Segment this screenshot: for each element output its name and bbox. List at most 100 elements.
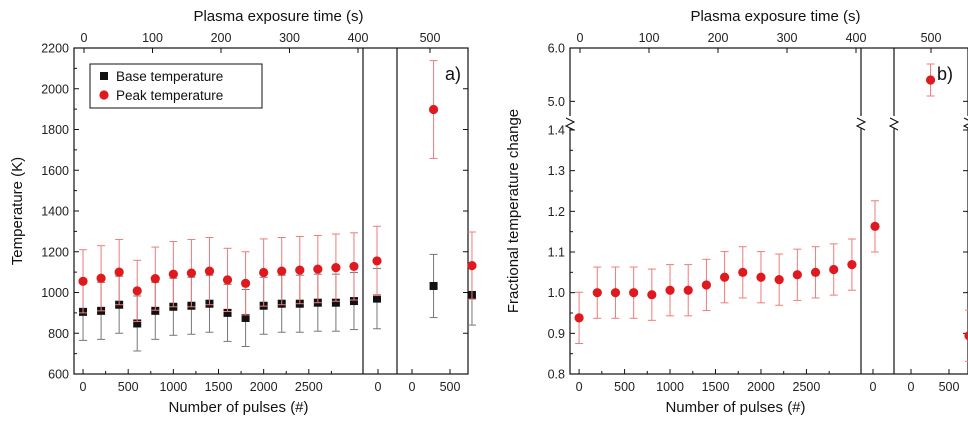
- x-tick-label-break: 0: [375, 380, 382, 394]
- y-tick-label: 1400: [41, 205, 69, 219]
- x-tick-label: 1000: [656, 380, 684, 394]
- y-tick-label: 2200: [41, 42, 69, 56]
- x2-tick-label: 300: [777, 31, 798, 45]
- data-point-circle: [295, 265, 305, 275]
- y-tick-label: 0.9: [548, 327, 565, 341]
- y-tick-label: 1.1: [548, 246, 565, 260]
- x-tick-label: 1500: [205, 380, 233, 394]
- x2-tick-label: 0: [577, 31, 584, 45]
- data-point-circle: [647, 290, 657, 300]
- y-tick-label: 1200: [41, 245, 69, 259]
- data-point-circle: [964, 331, 968, 341]
- panel-label: b): [937, 64, 953, 84]
- data-point-circle: [204, 266, 215, 276]
- data-point-circle: [222, 275, 233, 285]
- data-point-circle: [114, 267, 124, 277]
- data-point-circle: [665, 285, 675, 295]
- data-point-circle: [925, 75, 936, 85]
- y-tick-label: 800: [48, 327, 69, 341]
- data-point-circle: [277, 266, 287, 276]
- x-tick-label-break: 500: [939, 380, 960, 394]
- x2-tick-label-break: 500: [921, 31, 942, 45]
- y-tick-label: 0.8: [548, 368, 565, 382]
- legend-label: Peak temperature: [116, 88, 223, 103]
- data-point-circle: [683, 285, 693, 295]
- y-break-mark: [888, 117, 900, 131]
- data-point-circle: [738, 267, 748, 277]
- plot-frame: [569, 47, 968, 375]
- x2-tick-label: 0: [81, 31, 88, 45]
- x-tick-label: 1500: [702, 380, 730, 394]
- y-tick-label: 2000: [41, 82, 69, 96]
- data-point-circle: [168, 269, 178, 279]
- x-tick-label: 500: [118, 380, 139, 394]
- y-tick-label: 6.0: [548, 42, 565, 56]
- y-tick-label: 1800: [41, 123, 69, 137]
- data-point-square: [429, 281, 438, 290]
- y-tick-label: 5.0: [548, 95, 565, 109]
- x2-tick-label: 100: [639, 31, 660, 45]
- y-axis-title: Temperature (K): [9, 157, 26, 265]
- data-point-circle: [428, 104, 439, 115]
- data-point-circle: [372, 256, 382, 266]
- data-point-square: [133, 319, 142, 328]
- data-point-square: [349, 297, 358, 306]
- data-point-square: [373, 294, 381, 303]
- x2-axis-title: Plasma exposure time (s): [193, 8, 363, 25]
- data-point-circle: [610, 288, 621, 298]
- data-point-circle: [150, 274, 160, 284]
- x-tick-label: 0: [576, 380, 583, 394]
- y-tick-label: 600: [48, 368, 69, 382]
- data-point-circle: [701, 280, 712, 290]
- data-point-square: [151, 306, 160, 315]
- data-point-circle: [629, 288, 639, 298]
- y-tick-label: 1.2: [548, 205, 565, 219]
- y-break-gap: [564, 116, 968, 128]
- data-point-circle: [810, 267, 821, 277]
- y-tick-label: 1600: [41, 164, 69, 178]
- y-tick-label: 1.4: [548, 124, 565, 138]
- x2-tick-label: 400: [348, 31, 369, 45]
- x-tick-label: 0: [80, 380, 87, 394]
- legend-marker-square: [100, 72, 108, 80]
- x-tick-label: 1000: [159, 380, 187, 394]
- x2-tick-label: 200: [708, 31, 729, 45]
- x-tick-label: 2500: [295, 380, 323, 394]
- data-point-circle: [574, 313, 584, 323]
- data-point-circle: [592, 288, 602, 298]
- data-point-circle: [870, 221, 880, 231]
- legend-box: [89, 63, 263, 109]
- data-point-square: [331, 298, 340, 307]
- x2-tick-label: 100: [142, 31, 163, 45]
- data-point-circle: [96, 273, 106, 283]
- x-axis-title: Number of pulses (#): [665, 399, 805, 416]
- data-point-circle: [78, 276, 88, 286]
- x-axis-title: Number of pulses (#): [168, 399, 308, 416]
- panel-label: a): [445, 64, 461, 84]
- y-axis-title: Fractional temperature change: [505, 109, 522, 313]
- y-break-mark: [564, 117, 576, 131]
- data-point-circle: [313, 264, 323, 274]
- data-point-circle: [240, 278, 251, 288]
- data-point-circle: [259, 267, 269, 278]
- y-break-mark: [855, 117, 867, 131]
- data-point-circle: [467, 261, 477, 271]
- legend-marker-circle: [99, 90, 109, 100]
- x2-tick-label: 200: [211, 31, 232, 45]
- y-tick-label: 1.3: [548, 164, 565, 178]
- x2-tick-label: 300: [279, 31, 300, 45]
- data-point-circle: [186, 268, 197, 278]
- data-point-circle: [331, 263, 341, 273]
- x-tick-label: 2500: [793, 380, 821, 394]
- data-point-circle: [847, 260, 857, 270]
- data-point-circle: [756, 272, 766, 282]
- x2-tick-label: 400: [846, 31, 867, 45]
- x2-axis-title: Plasma exposure time (s): [690, 8, 860, 25]
- x-tick-label: 500: [614, 380, 635, 394]
- x-tick-label: 2000: [250, 380, 278, 394]
- x-tick-label-break: 0: [870, 380, 877, 394]
- data-point-circle: [792, 270, 802, 280]
- data-point-circle: [132, 286, 142, 296]
- data-point-square: [223, 308, 232, 317]
